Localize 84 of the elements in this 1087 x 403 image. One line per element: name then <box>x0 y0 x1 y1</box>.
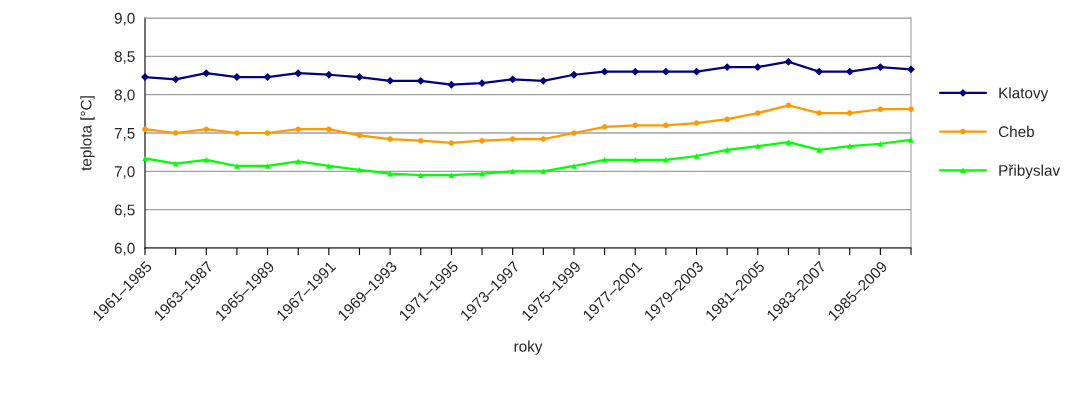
point <box>540 136 547 142</box>
legend-label: Cheb <box>998 125 1035 138</box>
point <box>326 163 332 169</box>
point <box>907 65 915 74</box>
point <box>755 110 761 116</box>
point <box>294 69 303 78</box>
point <box>142 155 148 162</box>
point <box>171 75 180 84</box>
point <box>172 130 179 136</box>
point <box>663 122 669 129</box>
point <box>724 116 730 122</box>
point <box>448 140 455 146</box>
point <box>203 126 210 132</box>
point <box>263 73 272 81</box>
point <box>295 126 301 132</box>
point <box>632 122 639 129</box>
point <box>234 163 240 169</box>
point <box>692 67 701 76</box>
y-tick-label: 9,0 <box>114 12 135 26</box>
point <box>601 157 608 163</box>
point <box>632 157 639 163</box>
point <box>755 143 761 149</box>
point <box>355 73 364 81</box>
point <box>571 130 577 136</box>
y-tick-label: 7,5 <box>114 128 135 141</box>
point <box>816 147 822 153</box>
point <box>387 136 393 142</box>
point <box>908 137 914 143</box>
point <box>571 163 577 169</box>
point <box>264 163 271 169</box>
point <box>478 79 486 88</box>
legend-label: Klatovy <box>999 87 1049 102</box>
point <box>232 73 241 81</box>
point <box>785 102 792 109</box>
point <box>356 167 363 173</box>
point <box>416 76 425 85</box>
point <box>447 80 456 89</box>
point <box>693 153 700 159</box>
point <box>663 157 669 163</box>
y-tick-label: 6,0 <box>114 242 135 256</box>
point <box>816 110 822 116</box>
point <box>202 69 211 78</box>
point <box>508 75 517 84</box>
point <box>386 76 395 85</box>
point <box>601 124 608 130</box>
point <box>631 67 640 76</box>
point <box>326 126 332 132</box>
point <box>846 110 853 116</box>
point <box>234 130 240 136</box>
point <box>324 70 333 79</box>
point <box>845 67 854 76</box>
point <box>509 136 516 142</box>
point <box>417 137 424 144</box>
point <box>876 63 885 71</box>
point <box>479 137 485 144</box>
point <box>661 67 670 76</box>
point <box>295 158 301 165</box>
point <box>877 106 884 113</box>
y-tick-label: 8,5 <box>114 51 135 64</box>
legend-label: Přibyslav <box>999 164 1061 179</box>
point <box>815 67 824 76</box>
x-axis-title: roky <box>514 340 543 355</box>
point <box>142 126 148 132</box>
point <box>846 143 853 149</box>
y-tick-label: 8,0 <box>114 89 135 103</box>
point <box>693 120 700 126</box>
point <box>600 67 609 76</box>
point <box>785 139 792 145</box>
point <box>540 168 547 175</box>
point <box>784 57 793 66</box>
y-tick-label: 6,5 <box>114 204 135 218</box>
point <box>264 130 271 136</box>
point <box>877 140 884 147</box>
point <box>417 172 424 178</box>
y-axis-title: teplota [°C] <box>80 96 95 171</box>
point <box>448 172 455 178</box>
point <box>570 70 578 79</box>
point <box>203 157 210 163</box>
point <box>356 132 363 139</box>
point <box>509 168 516 175</box>
point <box>908 106 914 113</box>
point <box>539 76 548 85</box>
y-tick-label: 7,0 <box>114 166 135 179</box>
point <box>724 147 730 153</box>
